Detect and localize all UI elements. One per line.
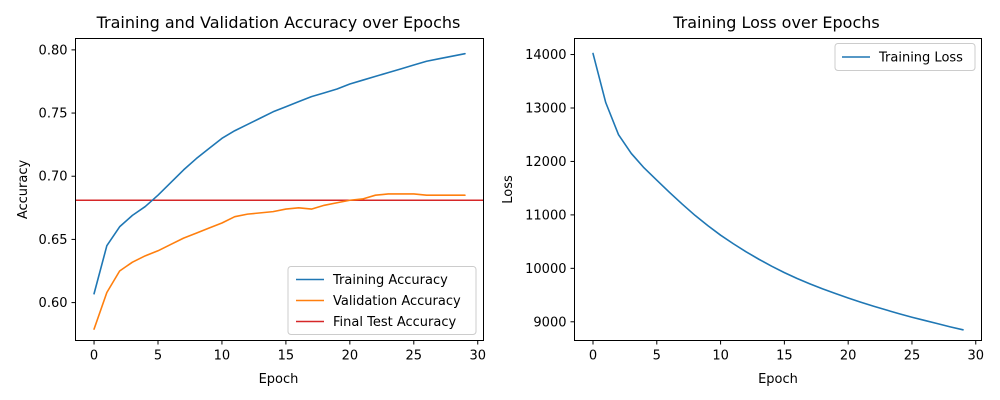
loss-x-tick-label: 5 [653, 349, 661, 364]
loss-chart-marks [592, 52, 964, 331]
loss-x-tick-label: 20 [840, 349, 857, 364]
accuracy-y-tick-label: 0.70 [39, 170, 68, 185]
loss-y-tick-label: 11000 [525, 208, 566, 223]
legend-label-training-loss: Training Loss [878, 51, 963, 66]
series-validation-accuracy [93, 193, 466, 330]
loss-chart-x-ticks: 0 5 10 15 20 25 30 [589, 340, 984, 364]
loss-y-tick-label: 9000 [533, 315, 566, 330]
loss-y-tick-label: 13000 [525, 101, 566, 116]
accuracy-y-tick-label: 0.60 [39, 296, 68, 311]
loss-chart-y-ticks: 9000 10000 11000 12000 13000 14000 [525, 48, 575, 330]
accuracy-x-tick-label: 30 [469, 349, 486, 364]
accuracy-chart: Training and Validation Accuracy over Ep… [16, 13, 486, 387]
loss-y-tick-label: 14000 [525, 48, 566, 63]
loss-x-tick-label: 30 [967, 349, 984, 364]
legend-label-final-test-accuracy: Final Test Accuracy [333, 315, 456, 330]
series-training-loss [592, 52, 964, 331]
loss-x-tick-label: 25 [904, 349, 921, 364]
series-training-accuracy [93, 52, 466, 295]
accuracy-y-tick-label: 0.65 [39, 233, 68, 248]
loss-chart-legend: Training Loss [834, 43, 976, 71]
loss-chart-title: Training Loss over Epochs [672, 13, 880, 32]
accuracy-x-tick-label: 5 [154, 349, 162, 364]
accuracy-chart-title: Training and Validation Accuracy over Ep… [96, 13, 461, 32]
accuracy-y-tick-label: 0.75 [39, 107, 68, 122]
loss-legend-box [834, 43, 976, 71]
accuracy-chart-y-ticks: 0.60 0.65 0.70 0.75 0.80 [39, 43, 76, 311]
loss-chart-xlabel: Epoch [758, 372, 798, 387]
legend-label-training-accuracy: Training Accuracy [332, 273, 448, 288]
loss-y-tick-label: 12000 [525, 155, 566, 170]
accuracy-chart-legend: Training Accuracy Validation Accuracy Fi… [287, 266, 477, 335]
loss-x-tick-label: 0 [589, 349, 597, 364]
accuracy-x-tick-label: 10 [214, 349, 231, 364]
accuracy-y-tick-label: 0.80 [39, 43, 68, 58]
loss-x-tick-label: 15 [776, 349, 793, 364]
loss-y-tick-label: 10000 [525, 262, 566, 277]
accuracy-chart-x-ticks: 0 5 10 15 20 25 30 [90, 340, 486, 364]
legend-label-validation-accuracy: Validation Accuracy [333, 294, 461, 309]
accuracy-legend-box [287, 266, 477, 335]
accuracy-chart-frame [75, 38, 484, 341]
loss-x-tick-label: 10 [712, 349, 729, 364]
accuracy-chart-ylabel: Accuracy [16, 160, 31, 220]
accuracy-x-tick-label: 0 [90, 349, 98, 364]
accuracy-chart-xlabel: Epoch [259, 372, 299, 387]
accuracy-chart-marks [75, 52, 484, 330]
accuracy-x-tick-label: 15 [278, 349, 295, 364]
loss-chart-frame [574, 38, 982, 341]
loss-chart: Training Loss over Epochs 0 5 10 15 20 25 30 9… [501, 13, 984, 387]
accuracy-x-tick-label: 25 [406, 349, 423, 364]
accuracy-x-tick-label: 20 [342, 349, 359, 364]
loss-chart-ylabel: Loss [501, 175, 516, 204]
